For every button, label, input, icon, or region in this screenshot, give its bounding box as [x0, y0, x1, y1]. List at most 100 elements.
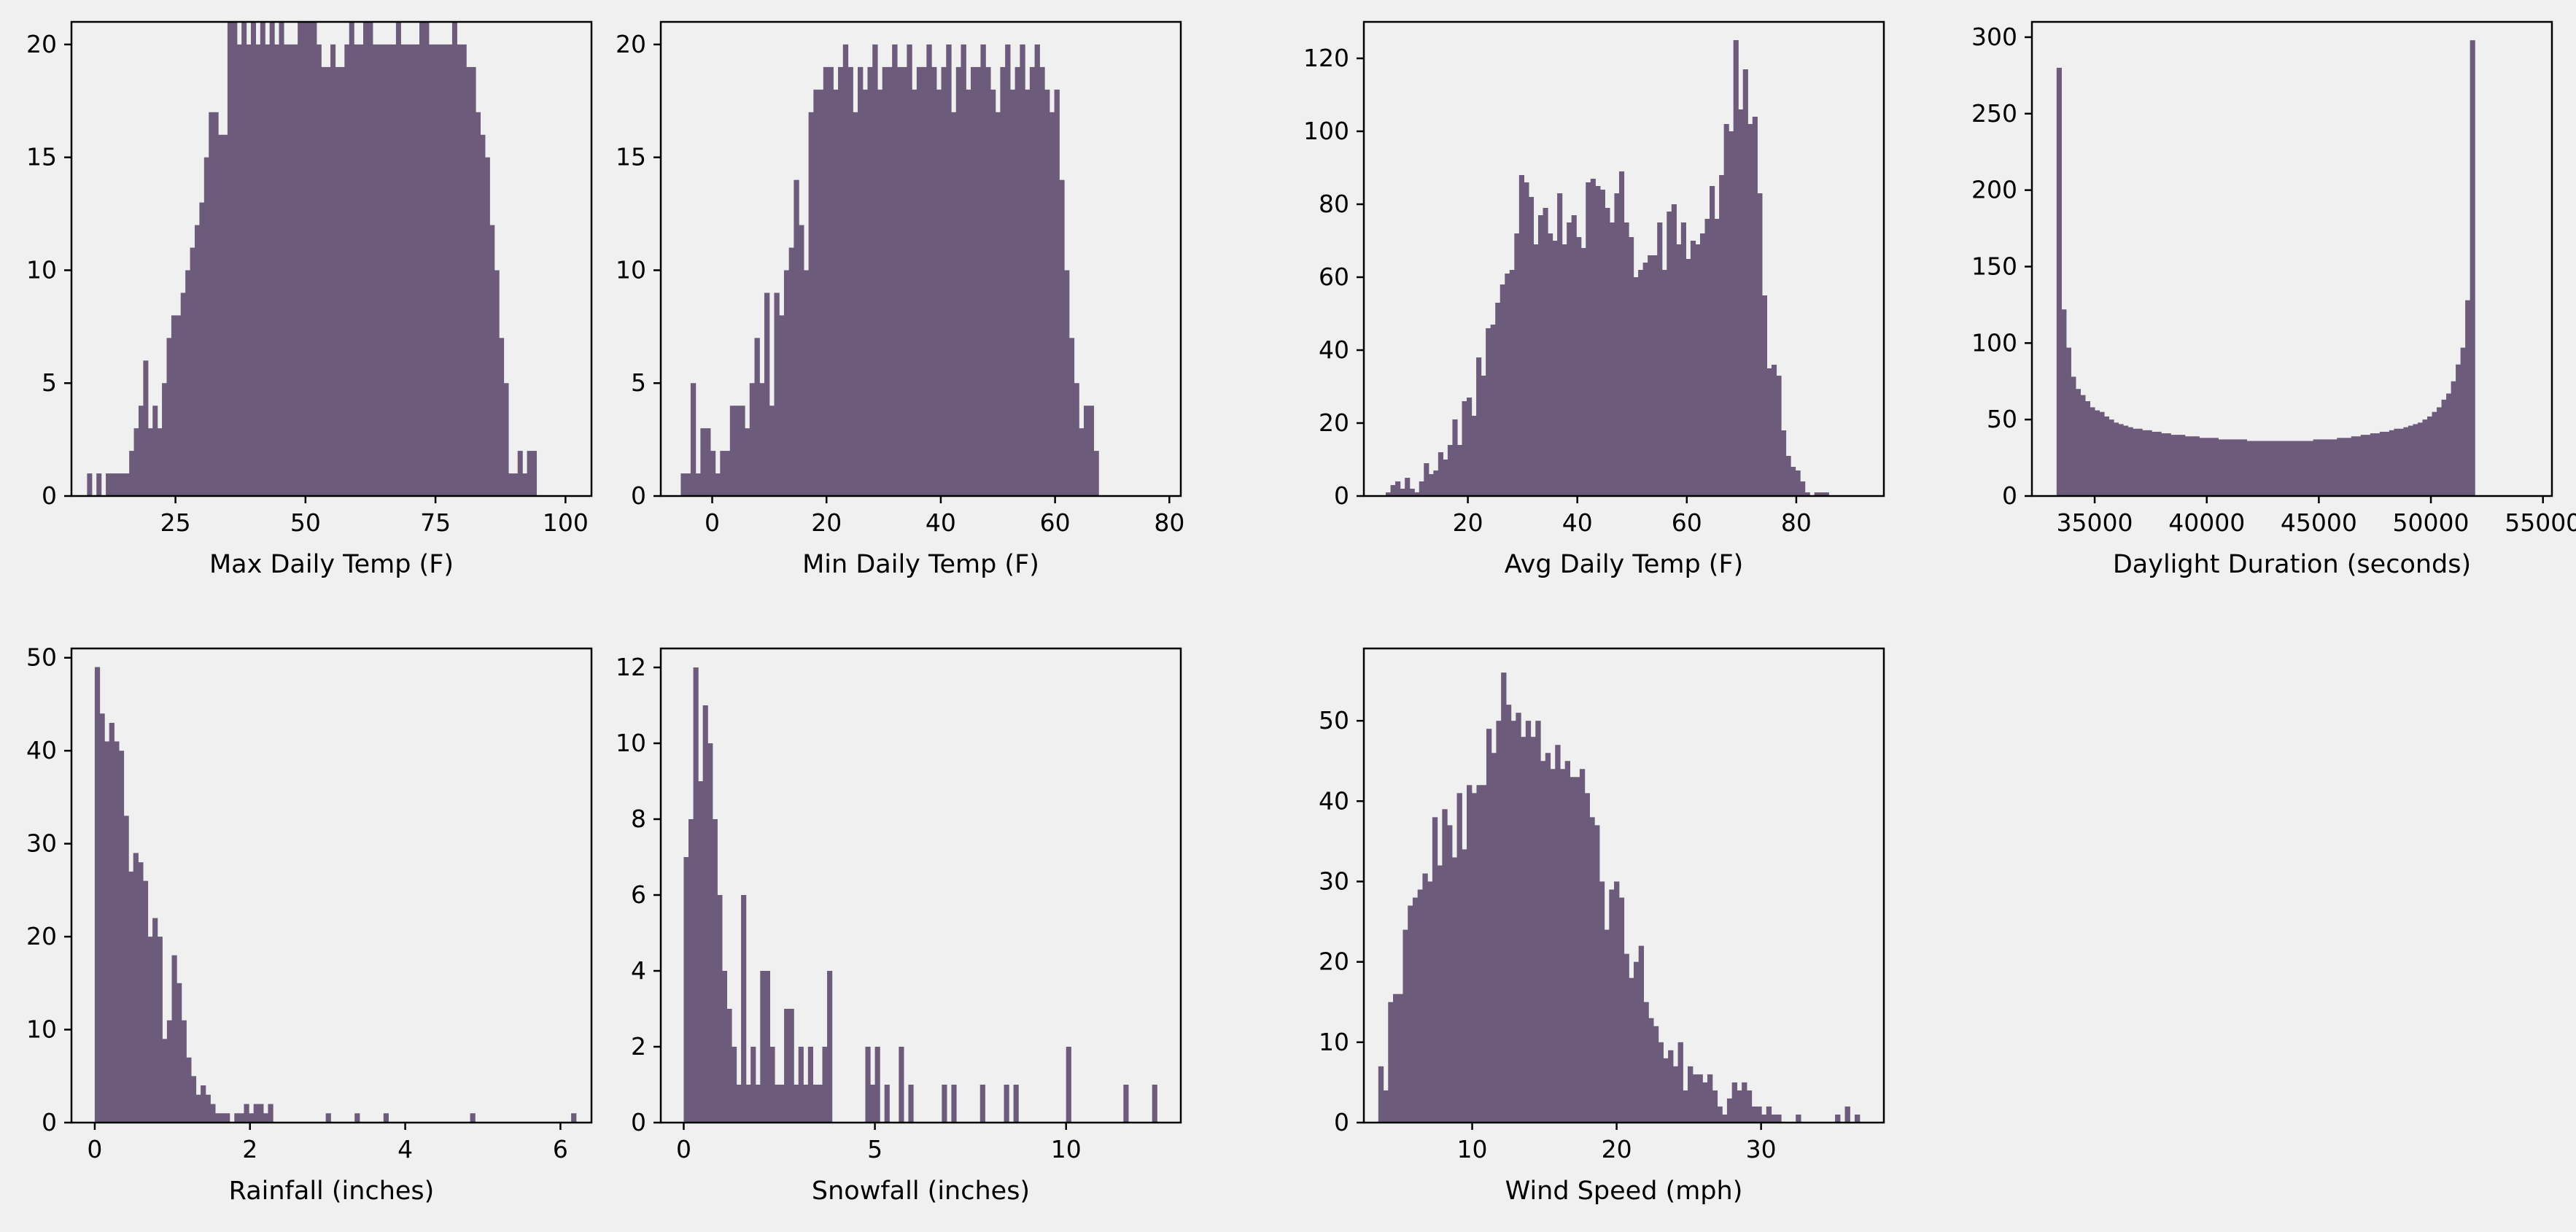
histogram-bar [1671, 204, 1677, 496]
histogram-bar [1422, 873, 1428, 1123]
histogram-bar [1761, 295, 1767, 496]
histogram-bar [438, 44, 443, 496]
histogram-bar [686, 473, 691, 496]
histogram-bar [1496, 721, 1502, 1123]
y-tick-label: 10 [616, 255, 646, 284]
histogram-bar [1776, 1114, 1782, 1123]
histogram-bar [311, 22, 317, 496]
histogram-bar [721, 971, 728, 1123]
histogram-bar [2270, 441, 2276, 496]
histogram-bar [1419, 481, 1424, 496]
histogram-bar [2346, 438, 2352, 496]
histogram-bar [443, 44, 449, 496]
histogram-bar [194, 225, 200, 496]
x-tick-label: 45000 [2281, 508, 2357, 537]
histogram-bar [201, 1085, 206, 1123]
histogram-bar [2379, 431, 2385, 496]
histogram-bar [1427, 881, 1433, 1123]
histogram-bar [133, 428, 139, 496]
histogram-bar [387, 44, 392, 496]
histogram-bar [870, 1085, 876, 1123]
y-tick-label: 12 [616, 653, 646, 681]
histogram-bar [1378, 1066, 1384, 1123]
histogram-bar [926, 44, 932, 496]
histogram-bar [358, 44, 364, 496]
histogram-bar [2327, 439, 2333, 496]
histogram-bar [1643, 1002, 1649, 1123]
histogram-bar [263, 1113, 269, 1123]
histogram-bar [1428, 474, 1434, 496]
histogram-bar [1443, 460, 1448, 496]
histogram-bar [96, 473, 102, 496]
histogram-bar [877, 89, 883, 497]
histogram-bar [717, 895, 723, 1123]
histogram-bar [1516, 713, 1521, 1123]
x-tick-label: 50000 [2393, 508, 2470, 537]
histogram-bar [1476, 785, 1482, 1123]
histogram-bar [2203, 438, 2209, 496]
y-tick-label: 100 [1303, 117, 1349, 145]
histogram-bar [1683, 1090, 1688, 1123]
y-tick-label: 0 [631, 481, 646, 510]
histogram-bar [828, 66, 834, 496]
histogram-bar [527, 451, 532, 496]
histogram-bar [1514, 233, 1520, 496]
histogram-bar [1723, 124, 1729, 496]
histogram-bar [87, 473, 93, 496]
histogram-bar [822, 1047, 828, 1123]
histogram-bar [205, 1094, 211, 1123]
histogram-bar [1761, 1114, 1767, 1123]
histogram-bar [2237, 439, 2243, 496]
histogram-bar [2080, 395, 2086, 496]
histogram-bar [921, 66, 927, 496]
histogram-bar [466, 66, 472, 496]
histogram-bar [1490, 325, 1496, 496]
histogram-bar [2308, 441, 2314, 496]
histogram-bar [799, 225, 804, 496]
histogram-bar [1800, 481, 1806, 496]
histogram-bar [745, 1085, 751, 1123]
histogram-bar [400, 44, 406, 496]
histogram-bar [1015, 66, 1020, 496]
y-tick-label: 50 [26, 643, 57, 672]
histogram-bar [1049, 112, 1055, 496]
histogram-bar [1771, 365, 1777, 496]
histogram-bar [1521, 737, 1526, 1123]
histogram-bar [1726, 1098, 1733, 1123]
histogram-bar [391, 44, 397, 496]
histogram-bar [94, 667, 101, 1123]
y-tick-label: 0 [2002, 481, 2017, 510]
y-tick-label: 20 [616, 30, 646, 58]
histogram-bar [214, 1113, 221, 1123]
panel-snowfall: 0 5 10 0 2 4 6 8 10 12 Snowfall (inches) [616, 647, 1182, 1206]
histogram-bar [2398, 428, 2405, 496]
histogram-bar [1599, 881, 1605, 1123]
histogram-bar [833, 89, 839, 497]
histogram-bar [1623, 222, 1629, 496]
histogram-bar [2403, 427, 2409, 496]
x-tick-label: 50 [290, 508, 321, 537]
histogram-bar [803, 270, 810, 496]
histogram-bars [1386, 40, 1829, 496]
histogram-bar [244, 1104, 249, 1123]
histogram-bar [1524, 182, 1529, 496]
histogram-bar [725, 451, 731, 496]
histogram-bar [1510, 721, 1516, 1123]
histogram-bar [700, 428, 706, 496]
histogram-bar [1438, 452, 1443, 496]
histogram-bar [1432, 817, 1438, 1123]
histogram-bar [1633, 277, 1639, 496]
histogram-bar [1663, 1058, 1669, 1123]
y-tick-label: 200 [1971, 176, 2017, 204]
histogram-bar [414, 44, 420, 496]
histogram-bar [1452, 419, 1458, 496]
histogram-bar [961, 44, 966, 496]
histogram-bar [693, 667, 699, 1123]
histogram-bar [209, 112, 214, 496]
histogram-bar [1093, 451, 1099, 496]
histogram-bar [104, 741, 110, 1123]
histogram-bar [788, 1009, 794, 1123]
histogram-bar [349, 22, 354, 496]
histogram-bars [94, 667, 577, 1123]
histogram-bar [788, 247, 794, 496]
